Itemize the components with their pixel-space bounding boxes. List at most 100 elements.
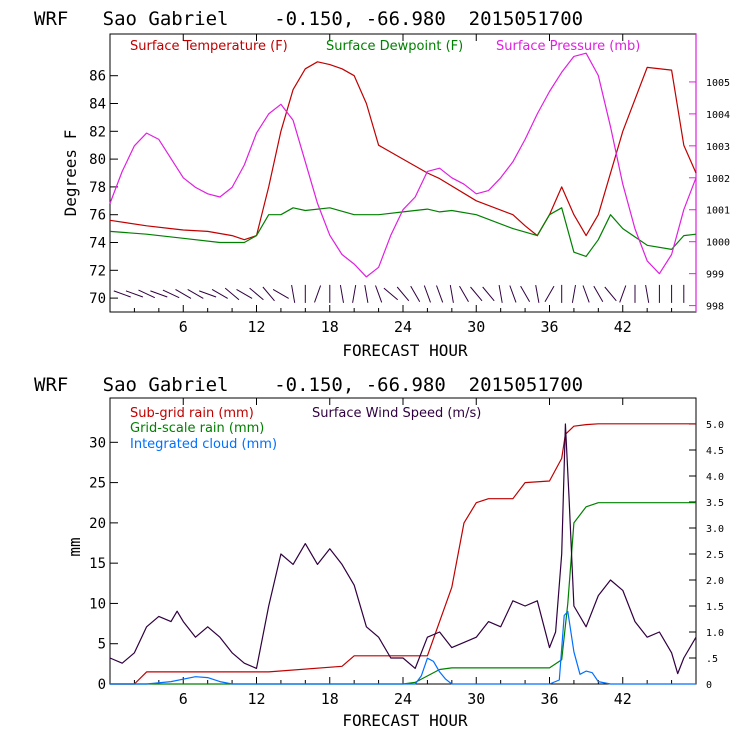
y-tick-label: 0 — [98, 677, 106, 693]
wind-barb — [125, 290, 144, 298]
legend-pressure: Surface Pressure (mb) — [496, 39, 640, 54]
x-axis-2: 6 12 18 24 30 36 42 — [133, 398, 673, 708]
wind-barb — [470, 286, 483, 302]
y2-tick-label: 1.0 — [706, 628, 724, 639]
y2-tick-label: 1001 — [706, 206, 730, 217]
y-tick-label: 25 — [89, 476, 106, 492]
wind-barb — [593, 285, 604, 302]
wind-barb — [423, 285, 431, 303]
pressure-axis: 998 999 1000 1001 1002 1003 1004 1005 — [689, 78, 730, 313]
wind-barb — [396, 286, 410, 302]
series-line-surface-temperature-f — [109, 61, 697, 241]
x-tick-label: 24 — [394, 690, 412, 708]
x-tick-label: 6 — [179, 690, 188, 708]
wind-barb — [383, 287, 399, 301]
wind-barb — [449, 285, 454, 303]
wind-barb — [262, 286, 275, 302]
wind-barb — [150, 290, 168, 298]
wind-barb — [364, 285, 369, 303]
y2-tick-label: .5 — [706, 654, 718, 665]
wind-barb — [236, 288, 253, 299]
series-line-surface-dewpoint-f — [109, 207, 697, 257]
y2-tick-label: 1002 — [706, 174, 730, 185]
series-line-grid-scale-rain-mm — [110, 502, 696, 685]
wind-barb — [509, 285, 517, 303]
y-axis-label-2: mm — [65, 537, 84, 556]
y-axis-label: Degrees F — [61, 130, 80, 217]
x-tick-label: 24 — [394, 318, 412, 336]
y2-tick-label: 4.5 — [706, 446, 724, 457]
legend-gridscale-rain: Grid-scale rain (mm) — [130, 421, 264, 436]
legend-wind-speed: Surface Wind Speed (m/s) — [312, 406, 481, 421]
y-tick-label: 70 — [89, 291, 106, 307]
wind-barb — [199, 290, 217, 298]
x-tick-label: 18 — [321, 318, 339, 336]
legend-temperature: Surface Temperature (F) — [130, 39, 288, 54]
series-line-surface-pressure-mb — [109, 52, 697, 278]
y-axis: 70 72 74 76 78 80 82 84 86 — [89, 69, 118, 307]
wind-barb — [211, 288, 228, 299]
wind-speed-axis: 0 .5 1.0 1.5 2.0 2.5 3.0 3.5 4.0 4.5 5.0 — [689, 420, 724, 691]
x-tick-label: 6 — [179, 318, 188, 336]
x-axis: 6 12 18 24 30 36 42 — [133, 34, 673, 336]
series-line-sub-grid-rain-mm — [110, 423, 696, 685]
x-axis-label: FORECAST HOUR — [342, 341, 468, 360]
legend-dewpoint: Surface Dewpoint (F) — [326, 39, 463, 54]
y2-tick-label: 3.5 — [706, 498, 724, 509]
y-axis-2: 0 5 10 15 20 25 30 — [89, 435, 118, 693]
wind-barb — [619, 285, 627, 303]
y2-tick-label: 998 — [706, 302, 724, 313]
x-tick-label: 36 — [540, 690, 558, 708]
wind-barb — [535, 285, 540, 303]
wind-barb — [175, 288, 192, 299]
x-tick-label: 18 — [321, 690, 339, 708]
x-tick-label: 36 — [540, 318, 558, 336]
wind-barb — [138, 289, 156, 299]
x-tick-label: 12 — [247, 690, 265, 708]
y-tick-label: 5 — [98, 637, 106, 653]
wind-barb — [582, 285, 590, 303]
y2-tick-label: 1005 — [706, 78, 730, 89]
plot-frame — [109, 33, 697, 313]
y2-tick-label: 5.0 — [706, 420, 724, 431]
wind-barb — [187, 288, 204, 299]
y2-tick-label: 0 — [706, 680, 712, 691]
y2-tick-label: 2.5 — [706, 550, 724, 561]
wind-barb — [162, 289, 180, 299]
y2-tick-label: 3.0 — [706, 524, 724, 535]
y2-tick-label: 999 — [706, 270, 724, 281]
legend: Surface Temperature (F) Surface Dewpoint… — [130, 39, 640, 54]
y2-tick-label: 4.0 — [706, 472, 724, 483]
y-tick-label: 30 — [89, 435, 106, 451]
y-tick-label: 20 — [89, 516, 106, 532]
wind-barb — [291, 285, 296, 303]
wind-barb — [272, 288, 289, 299]
y2-tick-label: 2.0 — [706, 576, 724, 587]
y-tick-label: 78 — [89, 180, 106, 196]
wind-barb — [436, 285, 444, 303]
wind-barb — [544, 285, 555, 302]
x-tick-label: 42 — [614, 318, 632, 336]
y-tick-label: 84 — [89, 97, 106, 113]
y2-tick-label: 1.5 — [706, 602, 724, 613]
wind-barb — [339, 285, 344, 303]
y-tick-label: 80 — [89, 152, 106, 168]
y-tick-label: 86 — [89, 69, 106, 85]
wind-barb — [314, 285, 322, 303]
x-axis-label-2: FORECAST HOUR — [342, 711, 468, 730]
wind-barb — [571, 285, 576, 303]
x-tick-label: 30 — [467, 318, 485, 336]
wind-barb — [352, 285, 357, 303]
legend-2: Sub-grid rain (mm) Grid-scale rain (mm) … — [130, 406, 481, 452]
series-lines-2 — [109, 423, 697, 685]
wind-barbs — [113, 284, 685, 303]
wind-barb — [520, 285, 531, 302]
temperature-chart: WRF Sao Gabriel -0.150, -66.980 20150517… — [34, 8, 730, 360]
y2-tick-label: 1000 — [706, 238, 730, 249]
series-line-surface-wind-speed-m-s — [109, 423, 697, 675]
wind-barb — [410, 285, 421, 302]
x-tick-label: 30 — [467, 690, 485, 708]
x-tick-label: 42 — [614, 690, 632, 708]
wind-barb — [459, 285, 469, 302]
